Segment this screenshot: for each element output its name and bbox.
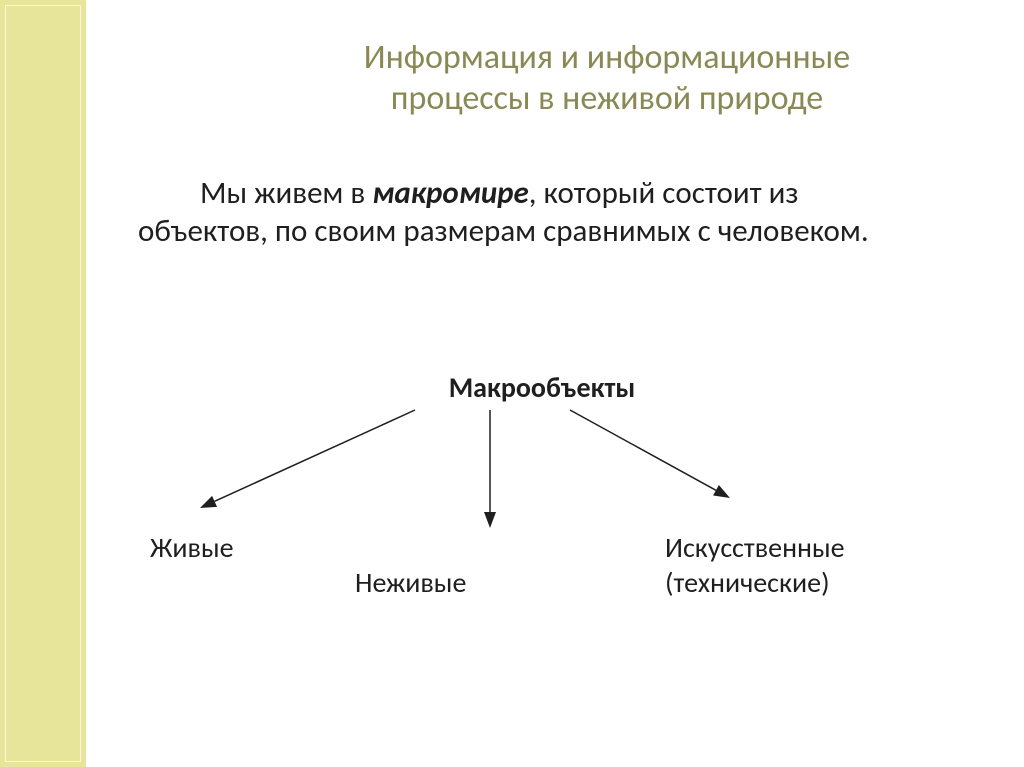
diagram-leaf-artificial: Искусственные (технические) bbox=[665, 530, 945, 600]
macroobjects-diagram: Макрообъекты Живые Неживые Искусственные… bbox=[120, 370, 964, 670]
title-line-1: Информация и информационные bbox=[364, 37, 850, 78]
slide: Информация и информационные процессы в н… bbox=[0, 0, 1024, 767]
leaf-artificial-line1: Искусственные bbox=[665, 530, 845, 565]
slide-title: Информация и информационные процессы в н… bbox=[250, 38, 964, 120]
diagram-root: Макрообъекты bbox=[120, 370, 964, 405]
leaf-artificial-line2: (технические) bbox=[665, 565, 830, 600]
diagram-leaf-living: Живые bbox=[150, 530, 234, 565]
diagram-leaf-nonliving: Неживые bbox=[355, 565, 466, 600]
title-line-2: процессы в неживой природе bbox=[391, 78, 823, 119]
body-pre: Мы живем в bbox=[200, 174, 372, 212]
body-paragraph: Мы живем в макромире, который состоит из… bbox=[138, 175, 934, 251]
body-emphasis: макромире bbox=[372, 174, 529, 212]
side-decorative-band bbox=[0, 0, 86, 767]
side-band-inner-border bbox=[5, 5, 81, 762]
